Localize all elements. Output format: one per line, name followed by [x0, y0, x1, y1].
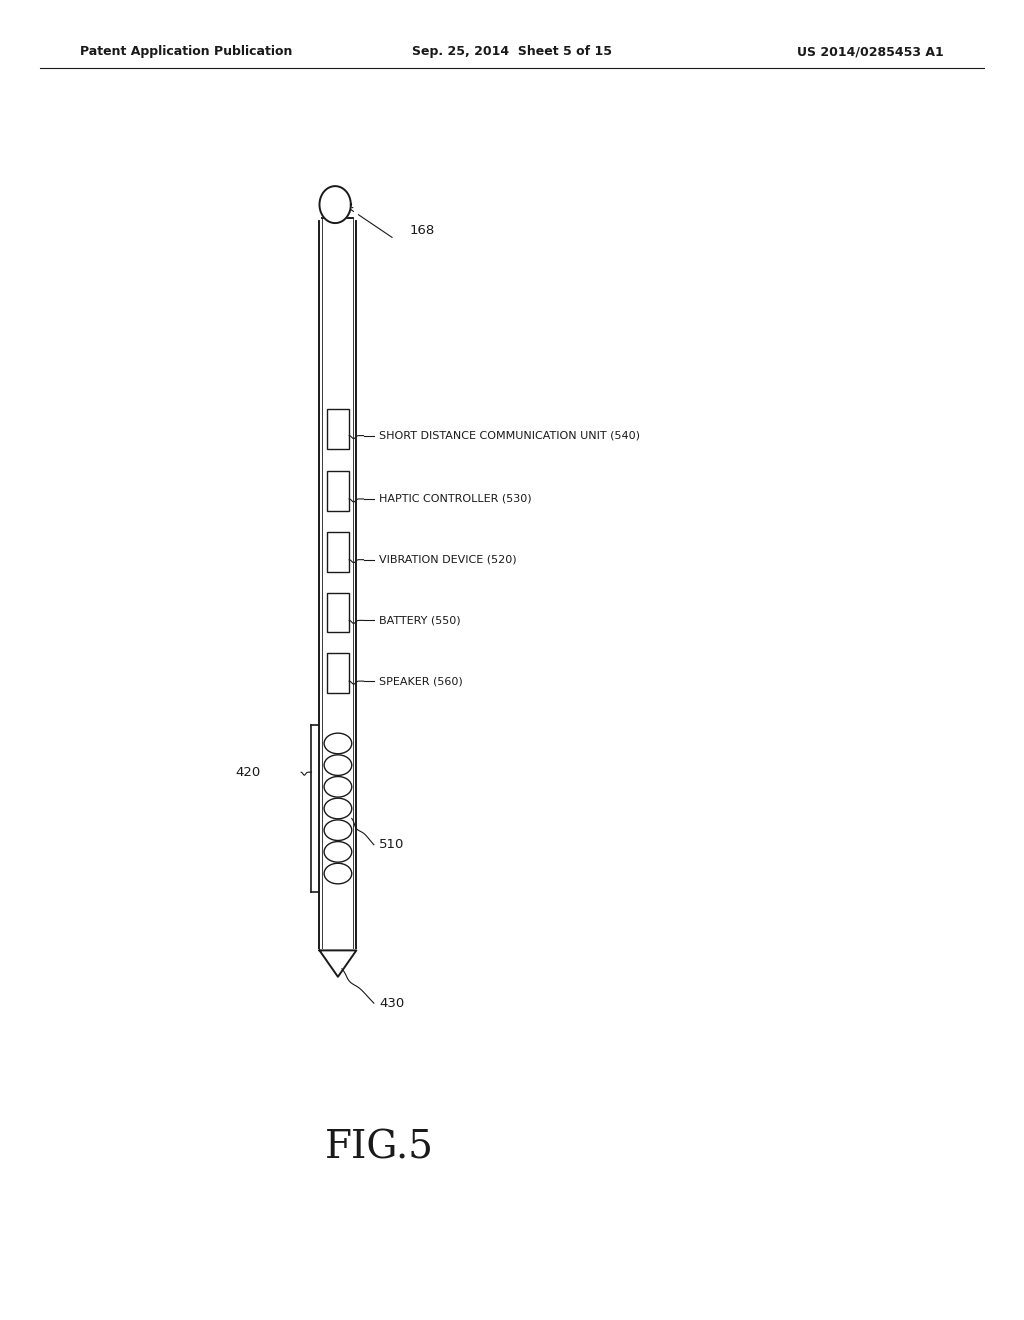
Text: SPEAKER (560): SPEAKER (560): [379, 676, 463, 686]
Ellipse shape: [324, 799, 352, 818]
Text: 430: 430: [379, 997, 404, 1010]
Text: 168: 168: [410, 224, 435, 238]
Ellipse shape: [324, 842, 352, 862]
Text: FIG.5: FIG.5: [325, 1130, 433, 1167]
Polygon shape: [319, 186, 351, 223]
Bar: [327, 532, 349, 572]
Text: Sep. 25, 2014  Sheet 5 of 15: Sep. 25, 2014 Sheet 5 of 15: [412, 45, 612, 58]
Bar: [327, 471, 349, 511]
Text: SHORT DISTANCE COMMUNICATION UNIT (540): SHORT DISTANCE COMMUNICATION UNIT (540): [379, 430, 640, 441]
Polygon shape: [319, 950, 356, 977]
Text: HAPTIC CONTROLLER (530): HAPTIC CONTROLLER (530): [379, 494, 531, 504]
Text: BATTERY (550): BATTERY (550): [379, 615, 461, 626]
Bar: [327, 409, 349, 449]
Text: US 2014/0285453 A1: US 2014/0285453 A1: [798, 45, 944, 58]
Text: 420: 420: [236, 766, 261, 779]
Text: Patent Application Publication: Patent Application Publication: [80, 45, 293, 58]
Text: 510: 510: [379, 838, 404, 851]
Polygon shape: [319, 218, 356, 950]
Text: VIBRATION DEVICE (520): VIBRATION DEVICE (520): [379, 554, 516, 565]
Ellipse shape: [324, 776, 352, 797]
Bar: [327, 593, 349, 632]
Ellipse shape: [324, 755, 352, 775]
Ellipse shape: [324, 733, 352, 754]
Bar: [327, 653, 349, 693]
Ellipse shape: [324, 863, 352, 884]
Ellipse shape: [324, 820, 352, 841]
